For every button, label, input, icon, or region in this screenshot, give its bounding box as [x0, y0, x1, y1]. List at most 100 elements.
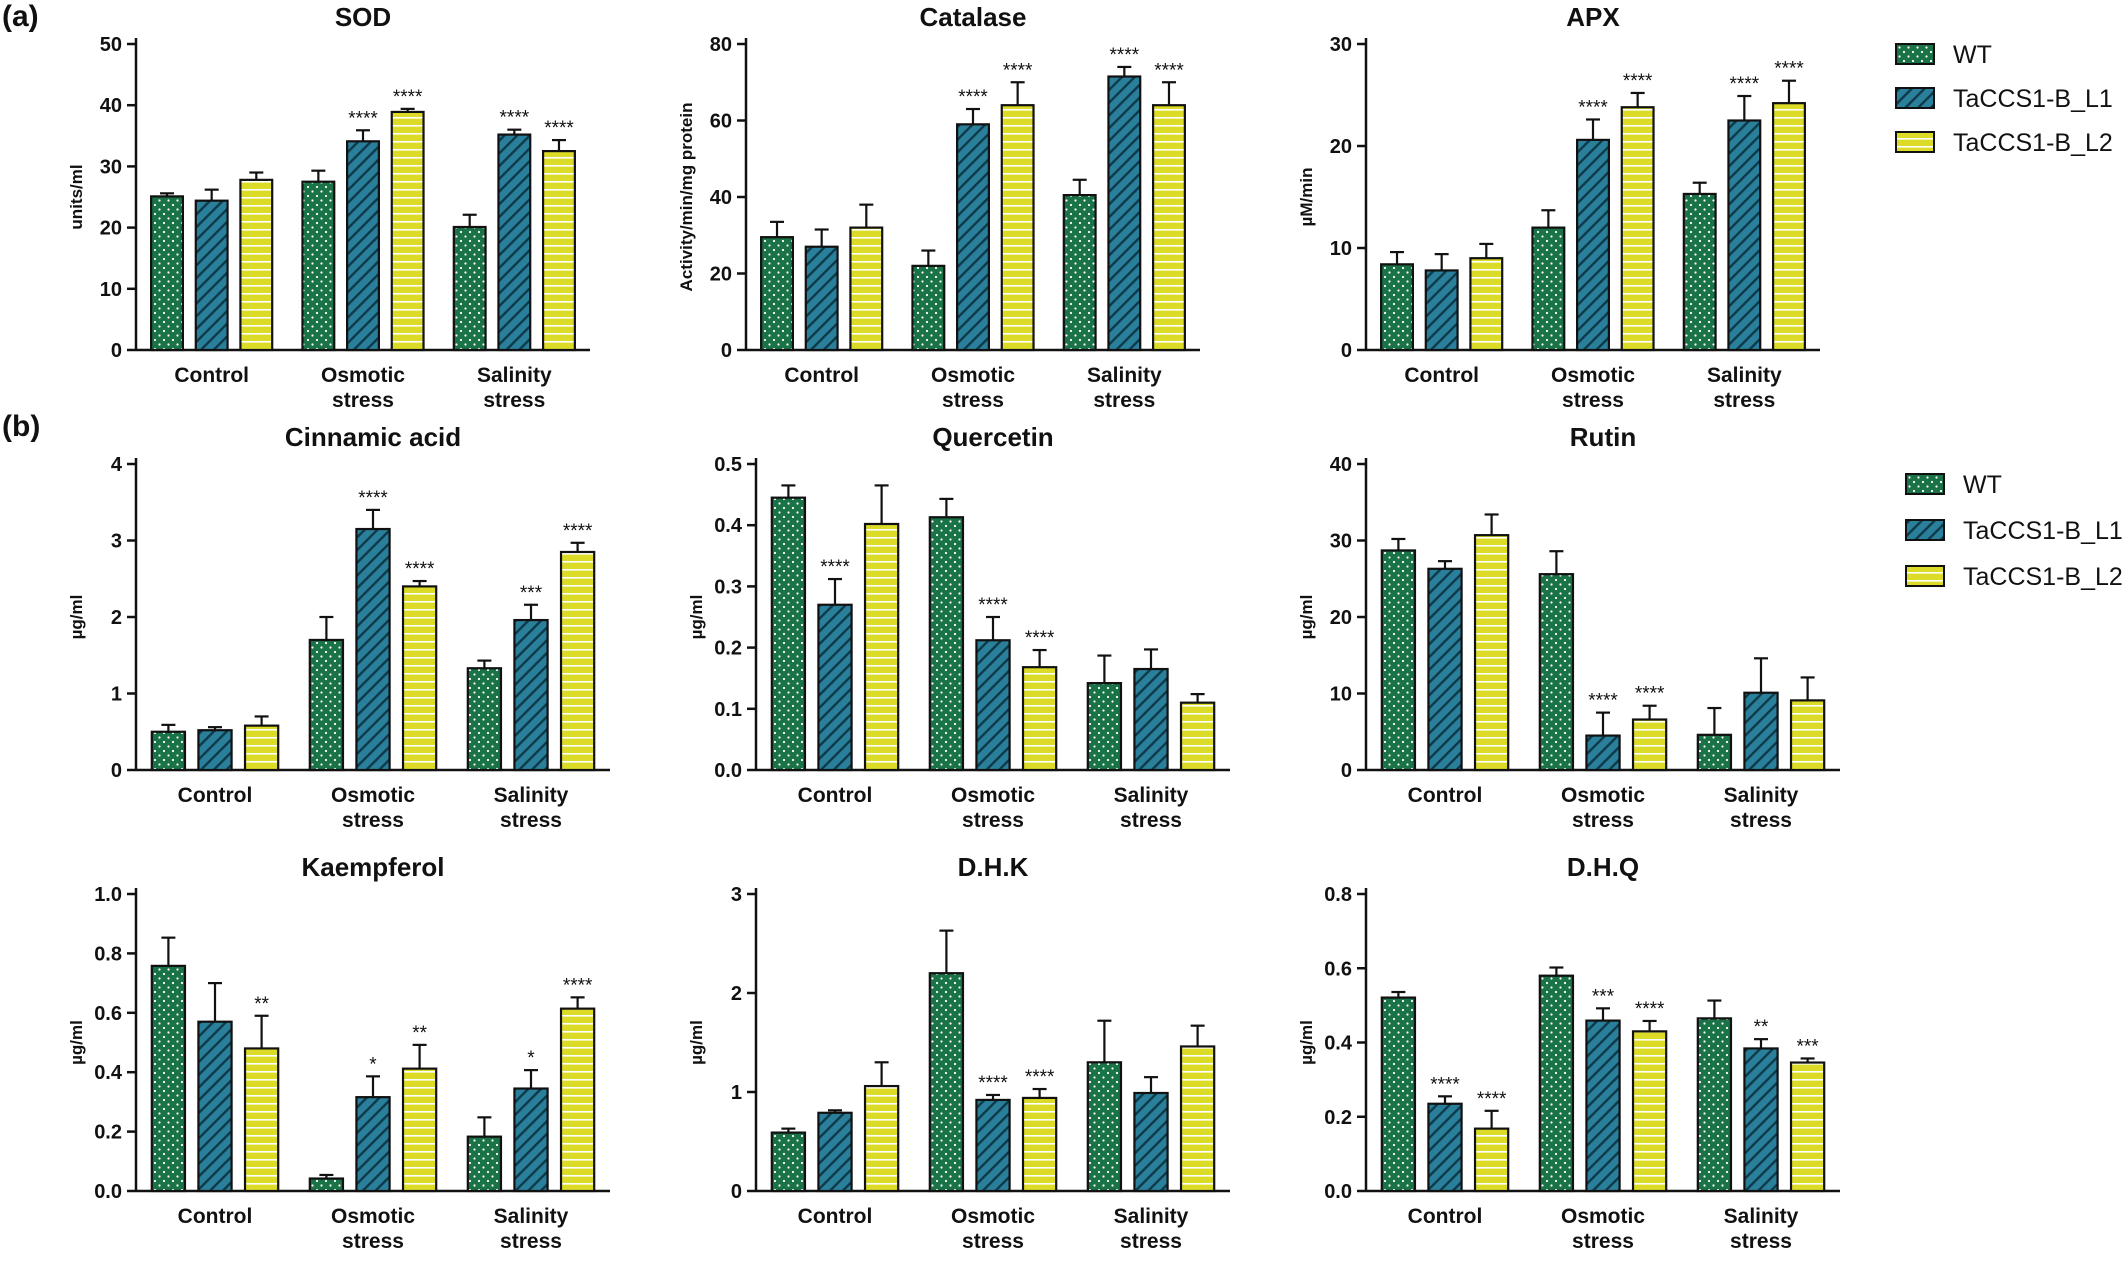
y-tick-label: 20: [1330, 607, 1352, 629]
bar-taccs1-b-l1-osmotic-stress: [1576, 138, 1610, 352]
bar-taccs1-b-l1-salinity-stress: [1743, 1047, 1779, 1193]
bar-wt-osmotic-stress: [1538, 573, 1575, 772]
y-tick-label: 10: [1330, 684, 1352, 706]
y-tick-label: 60: [710, 111, 732, 133]
legend-label-l2: TaCCS1-B_L2: [1953, 129, 2113, 157]
chart-title: Cinnamic acid: [285, 422, 461, 452]
bar-wt-salinity-stress: [452, 225, 487, 352]
bar-taccs1-b-l1-osmotic-stress: [1585, 1019, 1621, 1193]
significance-label: ***: [1592, 986, 1615, 1007]
significance-label: ****: [544, 118, 574, 139]
bar-taccs1-b-l2-osmotic-stress: [1021, 1096, 1058, 1193]
significance-label: *: [369, 1054, 377, 1075]
x-tick-label: Salinity: [1724, 1205, 1799, 1228]
x-tick-label: Salinity: [494, 784, 569, 807]
x-tick-label: stress: [1572, 1230, 1634, 1253]
bar-taccs1-b-l2-salinity-stress: [1789, 1061, 1826, 1193]
x-tick-label: Control: [784, 364, 859, 387]
bar-taccs1-b-l1-control: [1424, 269, 1459, 352]
y-tick-label: 20: [100, 218, 122, 240]
legend-label-wt: WT: [1953, 41, 1992, 69]
y-tick-label: 30: [100, 156, 122, 178]
x-tick-label: Salinity: [1114, 1205, 1189, 1228]
legend-b-item-l1: TaCCS1-B_L1: [1905, 516, 2128, 546]
bar-taccs1-b-l1-osmotic-stress: [355, 1096, 391, 1193]
x-tick-label: Salinity: [1724, 784, 1799, 807]
x-tick-label: Control: [798, 1205, 873, 1228]
x-tick-label: Control: [1408, 1205, 1483, 1228]
significance-label: **: [254, 994, 269, 1015]
y-tick-label: 0.0: [94, 1181, 122, 1203]
chart-title: SOD: [335, 2, 391, 32]
legend-a: WT TaCCS1-B_L1 TaCCS1-B_L2: [1895, 40, 2125, 160]
chart-title: Quercetin: [932, 422, 1053, 452]
y-axis-label: µg/ml: [1297, 1020, 1316, 1065]
y-tick-label: 0: [111, 760, 122, 782]
y-tick-label: 30: [1330, 531, 1352, 553]
bar-taccs1-b-l2-salinity-stress: [1179, 1045, 1216, 1193]
x-tick-label: Salinity: [494, 1205, 569, 1228]
y-tick-label: 2: [111, 607, 122, 629]
significance-label: ****: [1730, 74, 1760, 95]
bar-taccs1-b-l1-salinity-stress: [1133, 1091, 1169, 1193]
significance-label: ****: [405, 559, 435, 580]
x-tick-label: stress: [1120, 809, 1182, 832]
y-axis-label: µg/ml: [687, 1020, 706, 1065]
bar-taccs1-b-l1-salinity-stress: [1107, 75, 1142, 352]
bar-taccs1-b-l2-salinity-stress: [541, 150, 576, 352]
bar-taccs1-b-l2-osmotic-stress: [390, 110, 425, 352]
y-tick-label: 10: [100, 279, 122, 301]
legend-b: WT TaCCS1-B_L1 TaCCS1-B_L2: [1905, 470, 2128, 591]
x-tick-label: Control: [178, 1205, 253, 1228]
x-tick-label: stress: [1730, 809, 1792, 832]
bar-taccs1-b-l1-osmotic-stress: [975, 1098, 1011, 1193]
chart-dhq: D.H.Qµg/ml0.00.20.40.60.8********Control…: [1297, 852, 1840, 1253]
x-tick-label: Osmotic: [321, 364, 405, 387]
y-tick-label: 0.8: [94, 943, 122, 965]
significance-label: ****: [1623, 71, 1653, 92]
legend-label-wt: WT: [1963, 471, 2002, 499]
significance-label: **: [1754, 1017, 1769, 1038]
bar-wt-osmotic-stress: [911, 264, 946, 352]
chart-title: D.H.Q: [1567, 852, 1639, 882]
chart-catalase: Catalase Activity/min/mg protein 0 20 40 60 80…: [677, 2, 1200, 412]
chart-title: D.H.K: [958, 852, 1029, 882]
y-tick-label: 0.4: [94, 1062, 123, 1084]
x-tick-label: Control: [1404, 364, 1479, 387]
x-tick-label: Control: [1408, 784, 1483, 807]
significance-label: ****: [1025, 1067, 1055, 1088]
legend-swatch-l2: [1905, 565, 1945, 587]
bar-taccs1-b-l2-salinity-stress: [1789, 699, 1826, 772]
legend-b-item-wt: WT: [1905, 470, 2128, 500]
bar-wt-control: [150, 964, 187, 1193]
bar-taccs1-b-l1-osmotic-stress: [1585, 734, 1621, 772]
chart-title: Kaempferol: [301, 852, 444, 882]
y-tick-label: 0.2: [1324, 1107, 1352, 1129]
y-tick-label: 10: [1330, 238, 1352, 260]
bar-taccs1-b-l1-control: [817, 1111, 853, 1193]
y-tick-label: 4: [111, 454, 123, 476]
x-tick-label: Osmotic: [951, 784, 1035, 807]
bar-taccs1-b-l2-osmotic-stress: [1000, 104, 1035, 352]
bar-wt-salinity-stress: [466, 667, 503, 772]
x-tick-label: Osmotic: [1561, 784, 1645, 807]
bar-wt-osmotic-stress: [928, 516, 965, 772]
x-tick-label: stress: [332, 389, 394, 412]
bar-taccs1-b-l2-salinity-stress: [559, 1007, 596, 1193]
legend-a-item-wt: WT: [1895, 40, 2128, 70]
y-tick-label: 40: [100, 95, 122, 117]
bar-taccs1-b-l2-osmotic-stress: [1631, 1030, 1668, 1193]
bar-taccs1-b-l2-osmotic-stress: [1631, 718, 1668, 772]
significance-label: ****: [1588, 691, 1618, 712]
bar-taccs1-b-l2-control: [863, 522, 900, 772]
significance-label: ****: [1635, 684, 1665, 705]
significance-label: *: [527, 1048, 535, 1069]
legend-label-l2: TaCCS1-B_L2: [1963, 563, 2123, 591]
y-tick-label: 0: [731, 1181, 742, 1203]
y-tick-label: 1.0: [94, 884, 122, 906]
significance-label: ****: [358, 488, 388, 509]
bar-taccs1-b-l1-salinity-stress: [497, 133, 532, 352]
bar-taccs1-b-l2-osmotic-stress: [1021, 666, 1058, 772]
x-tick-label: stress: [962, 1230, 1024, 1253]
bar-wt-salinity-stress: [1086, 1061, 1123, 1193]
